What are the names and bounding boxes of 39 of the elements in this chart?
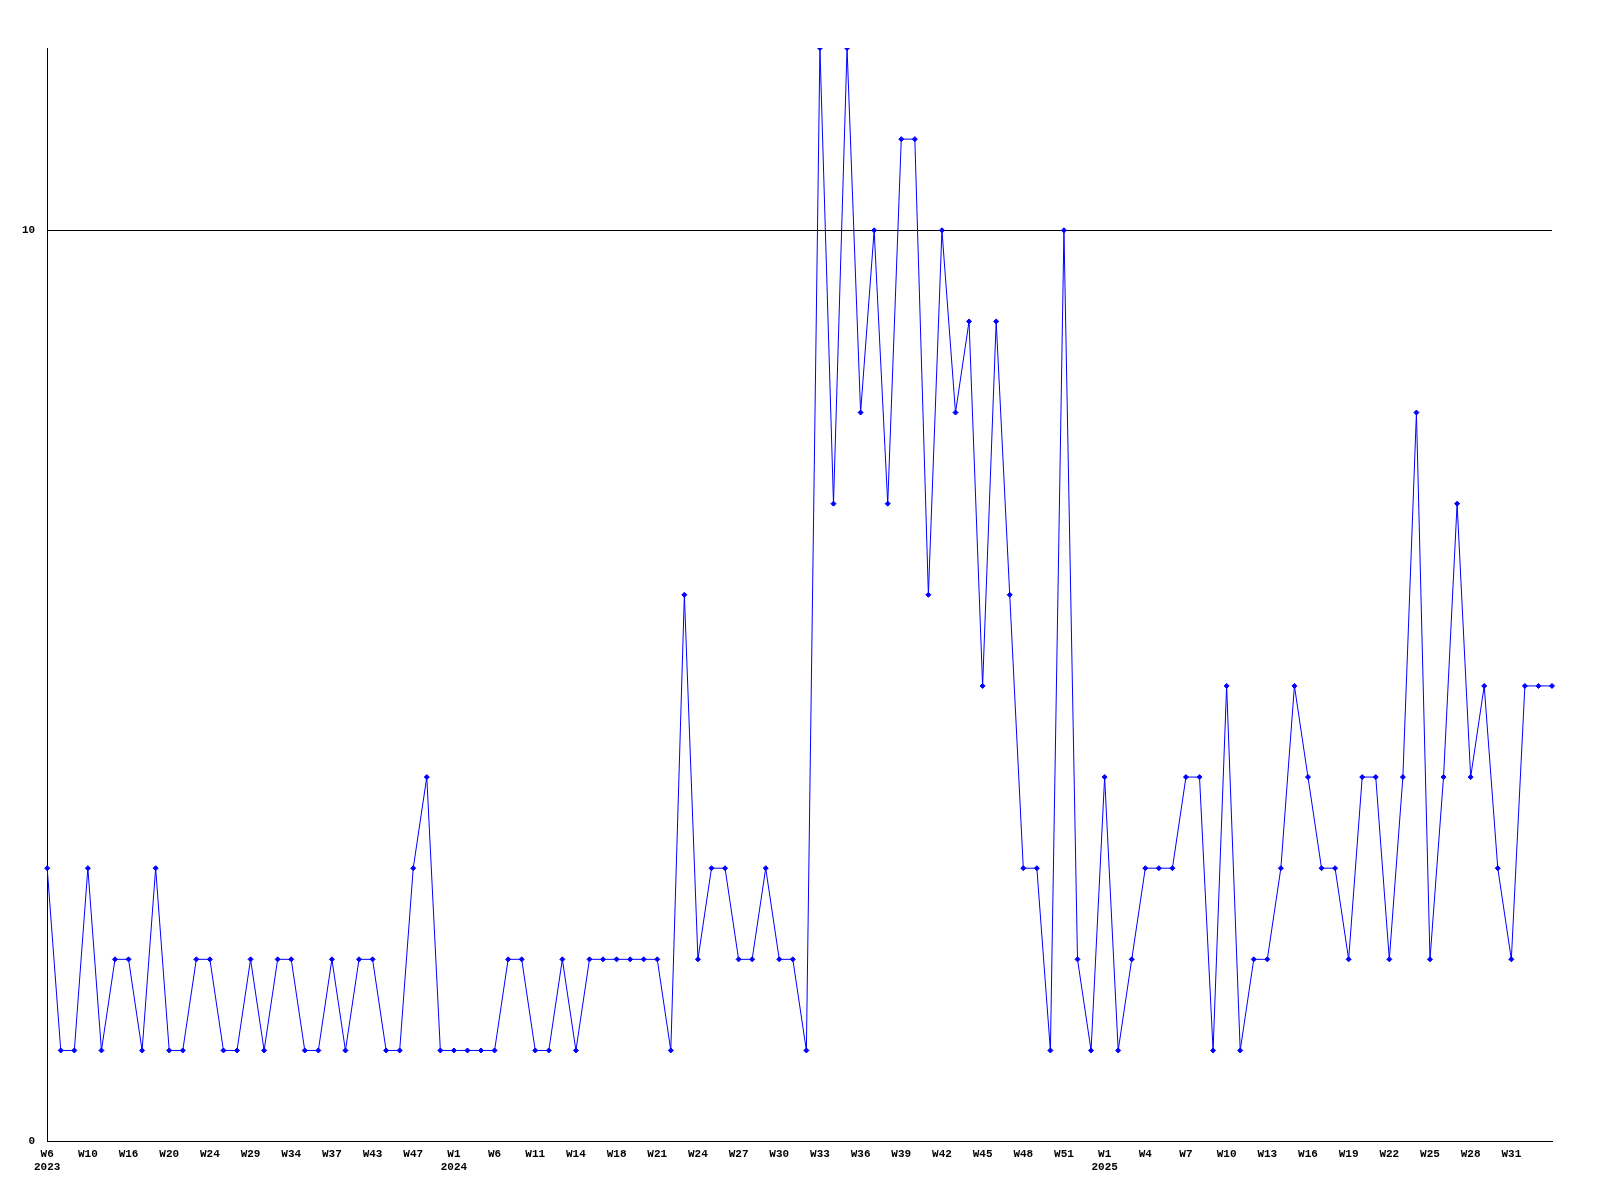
x-tick-label: W14 [566, 1147, 587, 1160]
x-tick-label: W1 2024 [440, 1147, 468, 1174]
x-tick-label: W43 [362, 1147, 383, 1160]
x-tick-label: W39 [891, 1147, 912, 1160]
x-tick-label: W24 [688, 1147, 709, 1160]
x-tick-label: W20 [159, 1147, 180, 1160]
x-tick-label: W31 [1501, 1147, 1522, 1160]
x-tick-label: W16 [1298, 1147, 1318, 1160]
x-tick-label: W51 [1054, 1147, 1075, 1160]
x-tick-label: W30 [769, 1147, 790, 1160]
x-tick-label: W4 [1138, 1147, 1153, 1160]
x-tick-label: W25 [1420, 1147, 1441, 1160]
x-tick-label: W11 [525, 1147, 546, 1160]
x-tick-label: W47 [403, 1147, 424, 1160]
x-tick-label: W33 [810, 1147, 831, 1160]
x-tick-label: W28 [1460, 1147, 1481, 1160]
x-tick-label: W13 [1257, 1147, 1278, 1160]
x-tick-label: W10 [77, 1147, 98, 1160]
x-tick-label: W10 [1216, 1147, 1237, 1160]
x-tick-label: W6 [487, 1147, 502, 1160]
x-tick-label: W18 [606, 1147, 627, 1160]
x-tick-label: W16 [118, 1147, 139, 1160]
x-tick-label: W6 2023 [34, 1147, 61, 1174]
x-tick-label: W1 2025 [1091, 1147, 1119, 1174]
x-tick-label: W19 [1338, 1147, 1359, 1160]
x-tick-label: W34 [281, 1147, 302, 1160]
x-tick-label: W36 [850, 1147, 871, 1160]
x-tick-label: W21 [647, 1147, 668, 1160]
x-tick-label: W37 [321, 1147, 342, 1160]
x-tick-label: W22 [1379, 1147, 1400, 1160]
x-tick-label: W7 [1179, 1147, 1193, 1160]
x-tick-label: W24 [199, 1147, 221, 1160]
y-tick-label: 10 [22, 224, 36, 237]
x-tick-label: W48 [1013, 1147, 1034, 1160]
x-tick-label: W27 [728, 1147, 749, 1160]
y-tick-label: 0 [28, 1135, 36, 1148]
x-tick-label: W45 [972, 1147, 993, 1160]
x-tick-label: W42 [932, 1147, 952, 1160]
x-tick-label: W29 [240, 1147, 261, 1160]
